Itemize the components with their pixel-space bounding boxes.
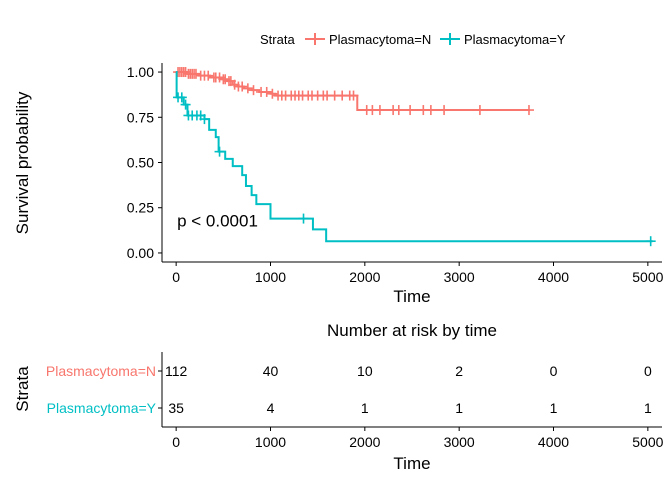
censor-mark: [645, 236, 656, 247]
legend-label-n: Plasmacytoma=N: [329, 32, 431, 47]
p-value-annotation: p < 0.0001: [177, 211, 258, 230]
censor-mark: [176, 92, 187, 103]
censor-mark: [393, 105, 404, 116]
risk-table-y-title: Strata: [13, 366, 32, 412]
x-tick-label: 1000: [255, 269, 286, 285]
x-tick-label: 3000: [444, 269, 475, 285]
risk-count: 35: [168, 400, 184, 416]
censor-mark: [199, 114, 210, 125]
risk-count: 1: [644, 400, 652, 416]
y-ticks: 0.00 0.25 0.50 0.75 1.00: [127, 64, 162, 261]
risk-x-tick-label: 3000: [444, 434, 475, 450]
risk-count: 1: [550, 400, 558, 416]
legend: Strata Plasmacytoma=N Plasmacytoma=Y: [260, 32, 566, 47]
y-axis-title: Survival probability: [13, 91, 32, 234]
x-tick-label: 2000: [349, 269, 380, 285]
risk-count: 40: [263, 363, 279, 379]
risk-table-x-ticks: 0 1000 2000 3000 4000 5000: [172, 427, 664, 450]
y-tick-label: 0.00: [127, 245, 154, 261]
censor-mark: [439, 105, 450, 116]
x-tick-label: 4000: [538, 269, 569, 285]
x-axis-title: Time: [393, 287, 430, 306]
censor-mark: [180, 99, 191, 110]
censor-mark: [298, 213, 309, 224]
censor-mark: [348, 90, 359, 101]
censor-mark: [474, 105, 485, 116]
y-tick-label: 0.25: [127, 200, 154, 216]
risk-x-tick-label: 4000: [538, 434, 569, 450]
x-tick-label: 5000: [632, 269, 663, 285]
risk-x-tick-label: 1000: [255, 434, 286, 450]
censor-mark: [523, 105, 534, 116]
risk-count: 0: [644, 363, 652, 379]
risk-row-label: Plasmacytoma=N: [46, 363, 156, 379]
risk-count: 10: [357, 363, 373, 379]
censor-mark: [248, 85, 259, 96]
legend-key-n: [305, 33, 325, 45]
risk-count: 1: [455, 400, 463, 416]
risk-x-tick-label: 5000: [632, 434, 663, 450]
censor-mark: [237, 81, 248, 92]
censor-mark: [190, 68, 201, 79]
risk-count: 0: [550, 363, 558, 379]
censor-mark: [261, 86, 272, 97]
risk-table: Number at risk by time Strata Plasmacyto…: [13, 321, 664, 473]
censor-mark: [405, 105, 416, 116]
survival-plot: 0.00 0.25 0.50 0.75 1.00 0 1000 2000 3000 4000 50…: [13, 63, 664, 306]
legend-label-y: Plasmacytoma=Y: [464, 32, 566, 47]
risk-table-title: Number at risk by time: [327, 321, 497, 340]
y-tick-label: 1.00: [127, 64, 154, 80]
censor-mark: [425, 105, 436, 116]
censor-mark: [214, 146, 225, 157]
censor-mark: [267, 88, 278, 99]
legend-key-y: [440, 33, 460, 45]
risk-x-tick-label: 2000: [349, 434, 380, 450]
censor-mark: [242, 83, 253, 94]
risk-count: 2: [455, 363, 463, 379]
risk-row-label: Plasmacytoma=Y: [47, 400, 157, 416]
risk-count: 112: [165, 363, 188, 379]
legend-title: Strata: [260, 32, 295, 47]
y-tick-label: 0.50: [127, 155, 154, 171]
x-tick-label: 0: [172, 269, 180, 285]
risk-table-x-title: Time: [393, 454, 430, 473]
y-tick-label: 0.75: [127, 109, 154, 125]
risk-x-tick-label: 0: [172, 434, 180, 450]
survival-curves: [173, 67, 656, 247]
censor-mark: [203, 70, 214, 81]
censor-mark: [374, 105, 385, 116]
risk-table-rows: Plasmacytoma=N 112 40 10 2 0 0 Plasmacytoma=Y 35…: [46, 363, 652, 416]
risk-count: 1: [361, 400, 369, 416]
x-ticks: 0 1000 2000 3000 4000 5000: [172, 262, 664, 285]
risk-count: 4: [267, 400, 275, 416]
